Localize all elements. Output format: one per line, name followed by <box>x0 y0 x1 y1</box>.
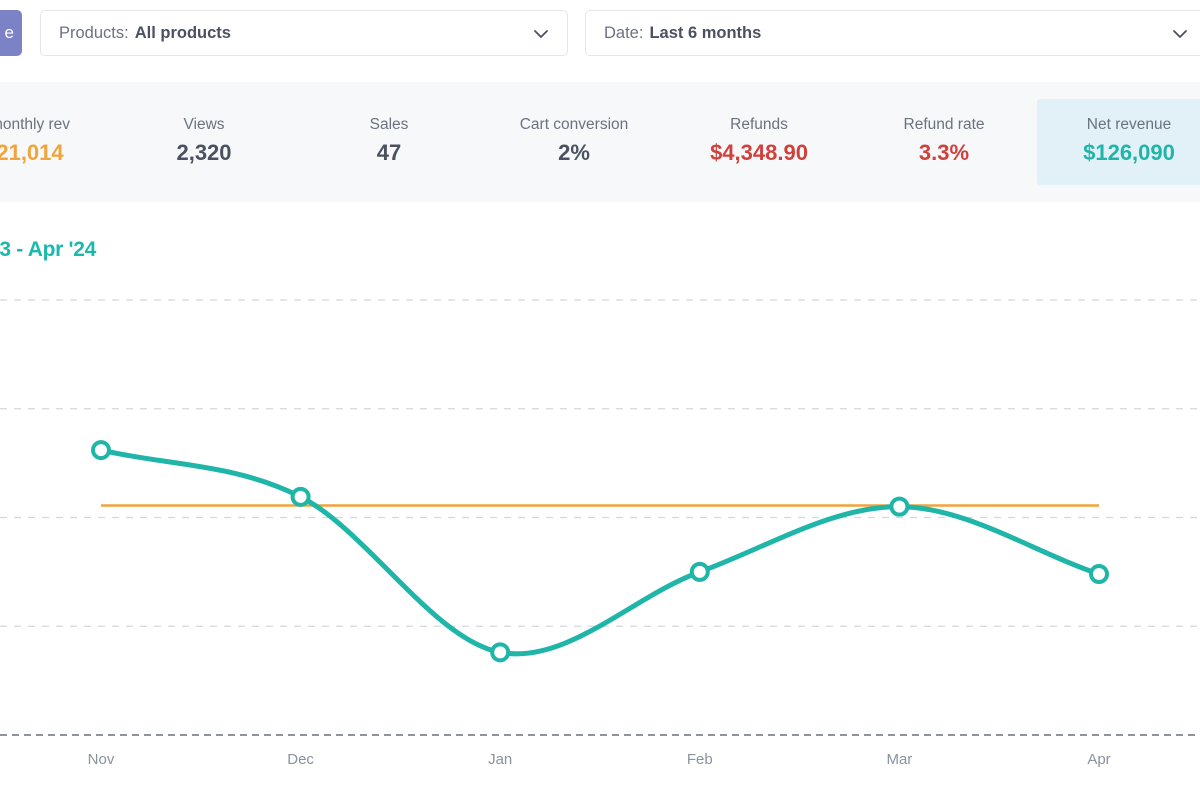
x-tick-label: Dec <box>287 751 314 768</box>
x-tick-label: Apr <box>1087 751 1110 768</box>
chevron-down-icon <box>1173 30 1187 38</box>
products-select[interactable]: Products: All products <box>40 10 568 56</box>
data-point-mar[interactable] <box>889 496 910 517</box>
data-point-apr[interactable] <box>1089 564 1109 585</box>
filter-bar: e Products: All products Date: Last 6 mont… <box>0 10 1200 56</box>
partial-action-button[interactable]: e <box>0 10 22 56</box>
data-point-nov[interactable] <box>91 440 111 461</box>
stat-refunds[interactable]: Refunds $4,348.90 <box>679 82 839 202</box>
stat-refund-rate[interactable]: Refund rate 3.3% <box>864 82 1024 202</box>
stat-sales[interactable]: Sales 47 <box>309 82 469 202</box>
stat-monthly-revenue[interactable]: monthly rev 21,014 <box>0 82 120 202</box>
stat-value: $4,348.90 <box>710 140 808 165</box>
data-points <box>91 440 1109 663</box>
stat-value: 3.3% <box>918 140 970 165</box>
stat-label: Refunds <box>730 116 788 133</box>
chevron-down-icon <box>534 30 548 38</box>
date-select-value: Last 6 months <box>649 24 762 42</box>
products-select-value: All products <box>134 24 231 42</box>
stat-label: Cart conversion <box>519 116 629 133</box>
stat-value: 2% <box>558 140 590 165</box>
data-point-dec[interactable] <box>290 486 311 507</box>
data-point-feb[interactable] <box>689 561 710 582</box>
x-tick-label: Feb <box>687 751 713 768</box>
stat-value: $126,090 <box>1083 140 1175 165</box>
stat-views[interactable]: Views 2,320 <box>124 82 284 202</box>
stat-value: 21,014 <box>0 140 64 165</box>
x-tick-label: Nov <box>88 751 115 768</box>
stat-label: monthly rev <box>0 116 71 133</box>
stat-net-revenue[interactable]: Net revenue $126,090 <box>1037 99 1200 185</box>
x-tick-label: Mar <box>886 751 912 768</box>
stat-value: 2,320 <box>176 140 232 165</box>
x-axis-ticks: Nov Dec Jan Feb Mar Apr <box>88 751 1111 768</box>
x-tick-label: Jan <box>488 751 512 768</box>
stat-label: Refund rate <box>903 116 985 133</box>
stat-label: Sales <box>369 116 409 133</box>
data-point-jan[interactable] <box>490 642 511 663</box>
stat-cart-conversion[interactable]: Cart conversion 2% <box>494 82 654 202</box>
stat-label: Views <box>183 116 225 133</box>
stat-label: Net revenue <box>1086 116 1172 133</box>
series-line-path <box>98 447 1102 657</box>
date-select-label: Date: <box>604 24 644 42</box>
chart-date-range-title: 23 - Apr '24 <box>0 238 96 261</box>
stats-strip: monthly rev 21,014 Views 2,320 Sales 47 … <box>0 82 1200 202</box>
series-line <box>98 447 1102 657</box>
products-select-label: Products: <box>59 24 129 42</box>
date-select[interactable]: Date: Last 6 months <box>585 10 1200 56</box>
stat-value: 47 <box>376 140 402 165</box>
gridlines <box>0 299 1200 736</box>
